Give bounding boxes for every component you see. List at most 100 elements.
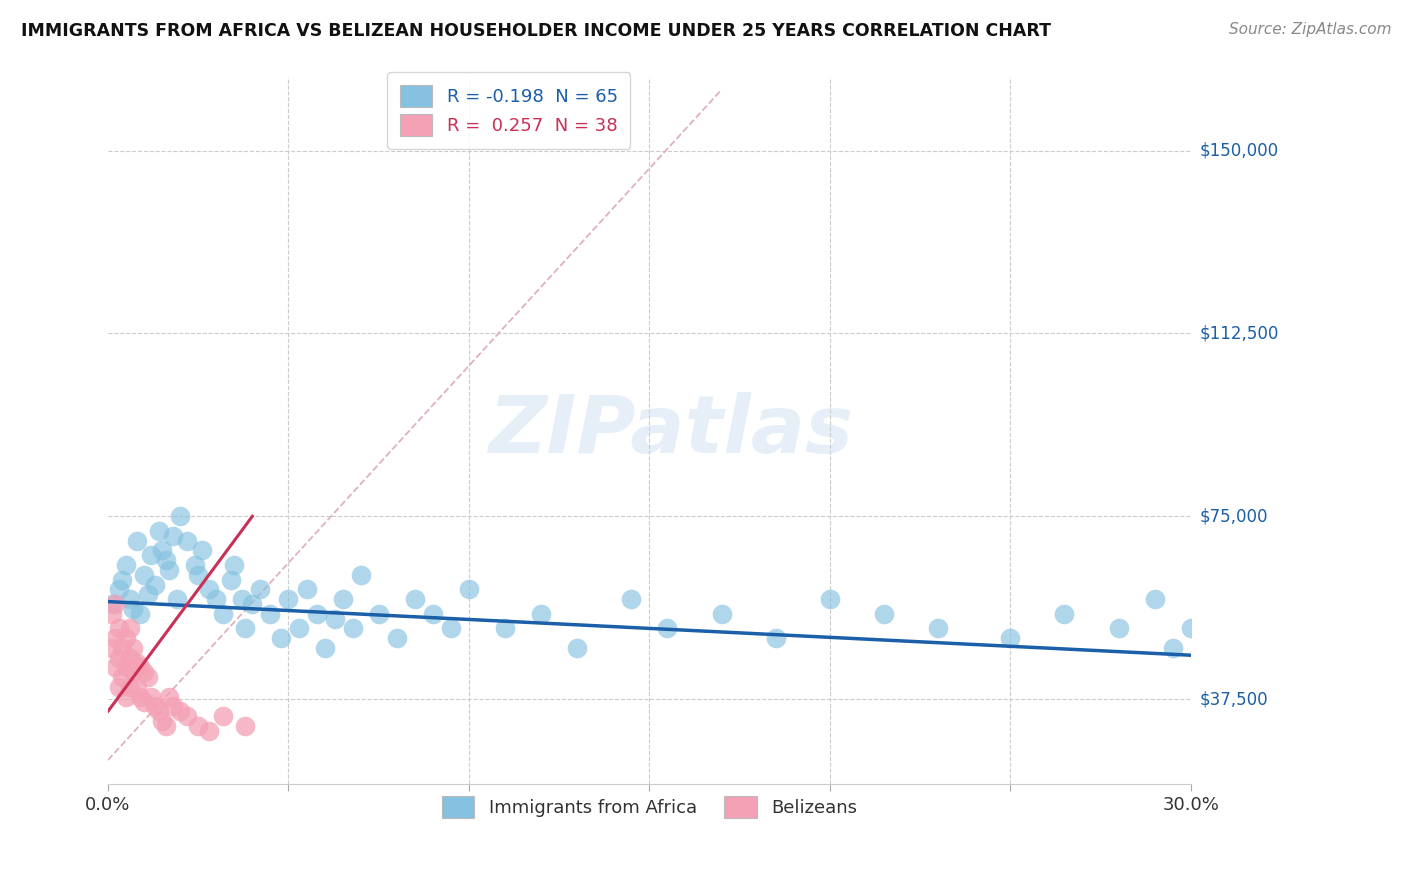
Point [115, 660, 138, 674]
Point [249, 582, 271, 597]
Point [240, 597, 263, 611]
Point [143, 699, 166, 714]
Point [295, 582, 318, 597]
Point [494, 621, 516, 635]
Point [818, 592, 841, 607]
Point [157, 690, 180, 704]
Point [169, 704, 191, 718]
Point [927, 621, 949, 635]
Point [873, 607, 896, 621]
Point [150, 543, 173, 558]
Point [458, 582, 481, 597]
Point [259, 607, 281, 621]
Text: IMMIGRANTS FROM AFRICA VS BELIZEAN HOUSEHOLDER INCOME UNDER 25 YEARS CORRELATION: IMMIGRANTS FROM AFRICA VS BELIZEAN HOUSE… [21, 22, 1052, 40]
Point [111, 640, 134, 655]
Point [100, 607, 122, 621]
Point [187, 567, 209, 582]
Point [219, 573, 242, 587]
Text: ZIPatlas: ZIPatlas [488, 392, 853, 470]
Point [150, 714, 173, 728]
Point [233, 621, 256, 635]
Point [404, 592, 426, 607]
Point [191, 543, 214, 558]
Point [118, 650, 141, 665]
Point [118, 592, 141, 607]
Point [148, 524, 170, 538]
Point [385, 631, 408, 645]
Point [132, 665, 155, 680]
Point [122, 640, 145, 655]
Point [270, 631, 292, 645]
Point [169, 509, 191, 524]
Point [157, 563, 180, 577]
Point [657, 621, 679, 635]
Point [104, 660, 127, 674]
Text: $37,500: $37,500 [1199, 690, 1268, 708]
Point [118, 621, 141, 635]
Point [111, 573, 134, 587]
Point [141, 690, 163, 704]
Text: $112,500: $112,500 [1199, 325, 1278, 343]
Point [155, 719, 177, 733]
Point [233, 719, 256, 733]
Point [620, 592, 643, 607]
Point [115, 558, 138, 572]
Point [166, 592, 188, 607]
Point [100, 597, 122, 611]
Point [122, 665, 145, 680]
Point [1143, 592, 1166, 607]
Point [530, 607, 553, 621]
Point [288, 621, 311, 635]
Point [277, 592, 299, 607]
Point [367, 607, 389, 621]
Point [176, 709, 198, 723]
Point [141, 548, 163, 562]
Point [129, 607, 152, 621]
Point [314, 640, 336, 655]
Point [115, 690, 138, 704]
Text: Source: ZipAtlas.com: Source: ZipAtlas.com [1229, 22, 1392, 37]
Point [162, 699, 184, 714]
Point [148, 704, 170, 718]
Point [350, 567, 373, 582]
Point [104, 597, 127, 611]
Point [422, 607, 444, 621]
Point [162, 529, 184, 543]
Point [104, 631, 127, 645]
Point [108, 582, 131, 597]
Point [132, 694, 155, 708]
Point [1180, 621, 1202, 635]
Point [176, 533, 198, 548]
Point [108, 680, 131, 694]
Point [1053, 607, 1076, 621]
Text: $75,000: $75,000 [1199, 508, 1268, 525]
Legend: Immigrants from Africa, Belizeans: Immigrants from Africa, Belizeans [434, 789, 865, 825]
Point [108, 621, 131, 635]
Point [125, 656, 148, 670]
Point [198, 582, 221, 597]
Point [224, 558, 246, 572]
Point [108, 650, 131, 665]
Point [115, 631, 138, 645]
Point [332, 592, 354, 607]
Point [136, 587, 159, 601]
Point [231, 592, 253, 607]
Point [100, 640, 122, 655]
Point [710, 607, 733, 621]
Point [205, 592, 228, 607]
Point [155, 553, 177, 567]
Point [129, 690, 152, 704]
Point [111, 670, 134, 684]
Point [1108, 621, 1130, 635]
Point [325, 612, 347, 626]
Point [125, 533, 148, 548]
Point [212, 607, 235, 621]
Point [129, 660, 152, 674]
Point [136, 670, 159, 684]
Point [125, 680, 148, 694]
Point [342, 621, 364, 635]
Point [765, 631, 787, 645]
Point [143, 577, 166, 591]
Point [1161, 640, 1184, 655]
Point [212, 709, 235, 723]
